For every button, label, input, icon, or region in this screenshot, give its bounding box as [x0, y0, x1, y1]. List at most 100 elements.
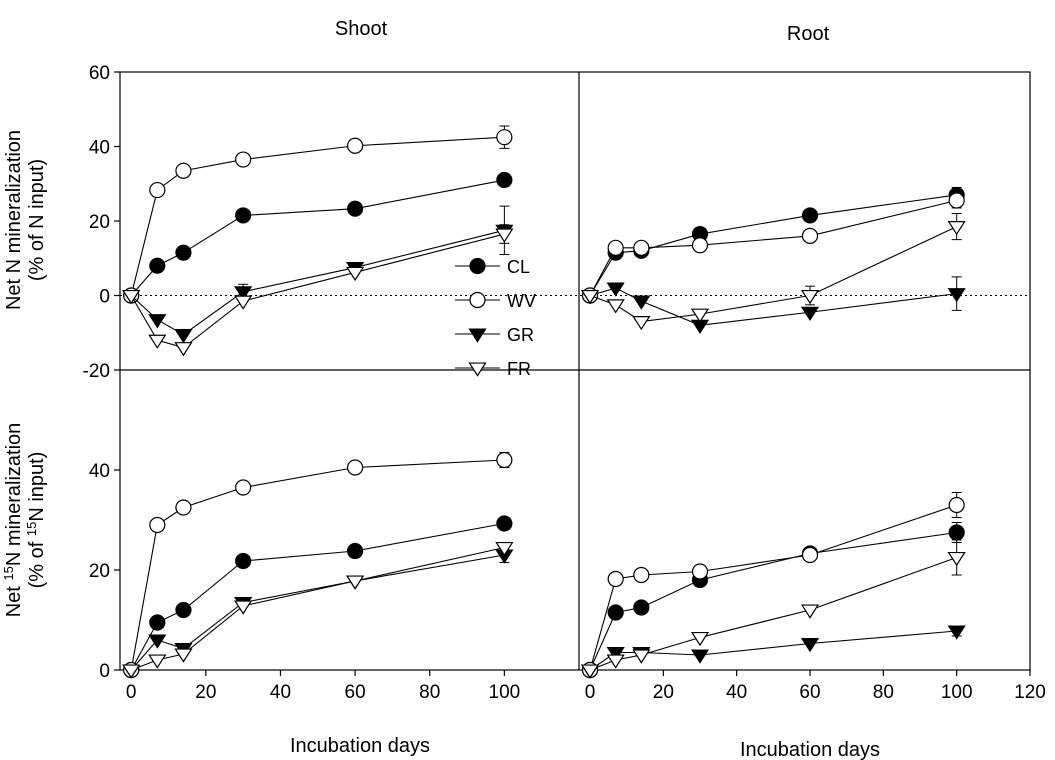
data-point	[174, 342, 193, 357]
series-line	[130, 522, 505, 671]
right-x-tick-label: 0	[585, 682, 596, 703]
data-point	[122, 664, 141, 679]
series-cl	[123, 515, 513, 679]
data-point	[148, 314, 167, 329]
legend-label: FR	[507, 359, 531, 379]
data-point	[149, 614, 166, 631]
data-point	[234, 600, 253, 615]
left-x-tick-label: 40	[270, 682, 291, 703]
data-point	[801, 227, 819, 244]
series-line	[589, 194, 957, 296]
data-point	[346, 200, 364, 217]
series-line	[589, 199, 957, 296]
top-y-axis-title: Net N mineralization (% of N input)	[3, 130, 48, 310]
data-point	[948, 496, 965, 514]
data-layer	[122, 125, 966, 679]
data-point	[690, 308, 710, 323]
data-point	[175, 499, 192, 516]
data-point	[632, 649, 651, 664]
bottom-y-axis-title: Net 15N mineralization (% of 15N input)	[1, 423, 49, 618]
right-x-tick-label: 60	[799, 682, 820, 703]
data-point	[801, 546, 819, 564]
legend-entry-gr: GR	[455, 325, 534, 345]
top-y-axis-title-line-2: (% of N input)	[26, 159, 48, 281]
data-point	[495, 228, 514, 243]
top-y-axis-title-line-1: Net N mineralization	[3, 130, 25, 310]
bottom-y-tick-label: 40	[89, 461, 110, 482]
data-point	[606, 654, 625, 669]
right-x-tick-label: 40	[726, 682, 747, 703]
series-fr	[122, 224, 514, 357]
data-point	[948, 192, 965, 209]
data-point	[346, 266, 365, 282]
data-point	[234, 286, 253, 301]
series-line	[589, 504, 957, 671]
data-point	[346, 575, 365, 590]
data-point	[948, 524, 965, 541]
data-point	[496, 451, 513, 469]
data-point	[174, 329, 193, 344]
series-wv	[581, 492, 965, 679]
series-line	[130, 554, 505, 671]
series-line	[130, 179, 505, 296]
panel-shoot-net-n	[122, 125, 514, 357]
data-point	[800, 289, 820, 305]
data-point	[947, 551, 966, 567]
left-x-tick-label: 0	[126, 682, 137, 703]
data-point	[607, 570, 624, 588]
data-point	[607, 239, 624, 256]
top-y-tick-label: 40	[89, 138, 110, 159]
data-point	[691, 237, 709, 254]
data-point	[606, 282, 625, 297]
series-line	[130, 233, 505, 349]
data-point	[690, 631, 710, 647]
right-x-tick-label: 80	[873, 682, 894, 703]
data-point	[800, 306, 820, 321]
right-x-tick-label: 120	[1014, 682, 1046, 703]
data-point	[496, 171, 513, 189]
series-gr	[122, 205, 514, 344]
left-x-tick-label: 100	[489, 682, 521, 703]
data-point	[633, 599, 650, 616]
data-point	[149, 181, 166, 199]
data-point	[148, 654, 167, 669]
data-point	[174, 648, 193, 663]
bottom-y-tick-label: 20	[89, 561, 110, 582]
data-point	[580, 664, 600, 679]
left-x-tick-label: 60	[345, 682, 366, 703]
right-x-axis-title: Incubation days	[740, 739, 880, 760]
data-point	[690, 649, 710, 664]
data-point	[235, 151, 252, 168]
data-point	[800, 604, 820, 619]
bottom-y-axis-title-line-2: (% of 15N input)	[24, 452, 49, 589]
legend: CL WV GR FR	[455, 257, 536, 379]
data-point	[632, 316, 651, 331]
data-point	[346, 137, 364, 154]
legend-marker	[469, 291, 486, 309]
top-y-tick-label: 20	[89, 212, 110, 233]
data-point	[175, 162, 192, 179]
panel-root-net-15n	[580, 492, 966, 679]
data-point	[496, 129, 513, 146]
data-point	[606, 646, 625, 662]
data-point	[148, 634, 167, 649]
data-point	[149, 257, 166, 274]
data-point	[800, 637, 820, 653]
data-point	[633, 566, 650, 584]
right-x-tick-label: 100	[941, 682, 973, 703]
legend-entry-fr: FR	[455, 359, 531, 379]
data-point	[235, 207, 252, 224]
data-point	[947, 221, 966, 236]
series-cl	[123, 171, 513, 304]
series-wv	[123, 125, 513, 304]
left-x-axis-title: Incubation days	[290, 735, 430, 757]
series-wv	[123, 451, 513, 679]
data-point	[496, 515, 513, 532]
legend-entry-cl: CL	[455, 257, 530, 277]
legend-entry-wv: WV	[455, 291, 536, 311]
plot-frame	[119, 71, 1031, 671]
axis-ticks: 0 20 40 60 80 100 0 20 40 60 80 100 120 60 40 20 0 -20 40 2…	[83, 63, 1046, 703]
legend-marker	[468, 328, 487, 343]
data-point	[606, 299, 625, 314]
